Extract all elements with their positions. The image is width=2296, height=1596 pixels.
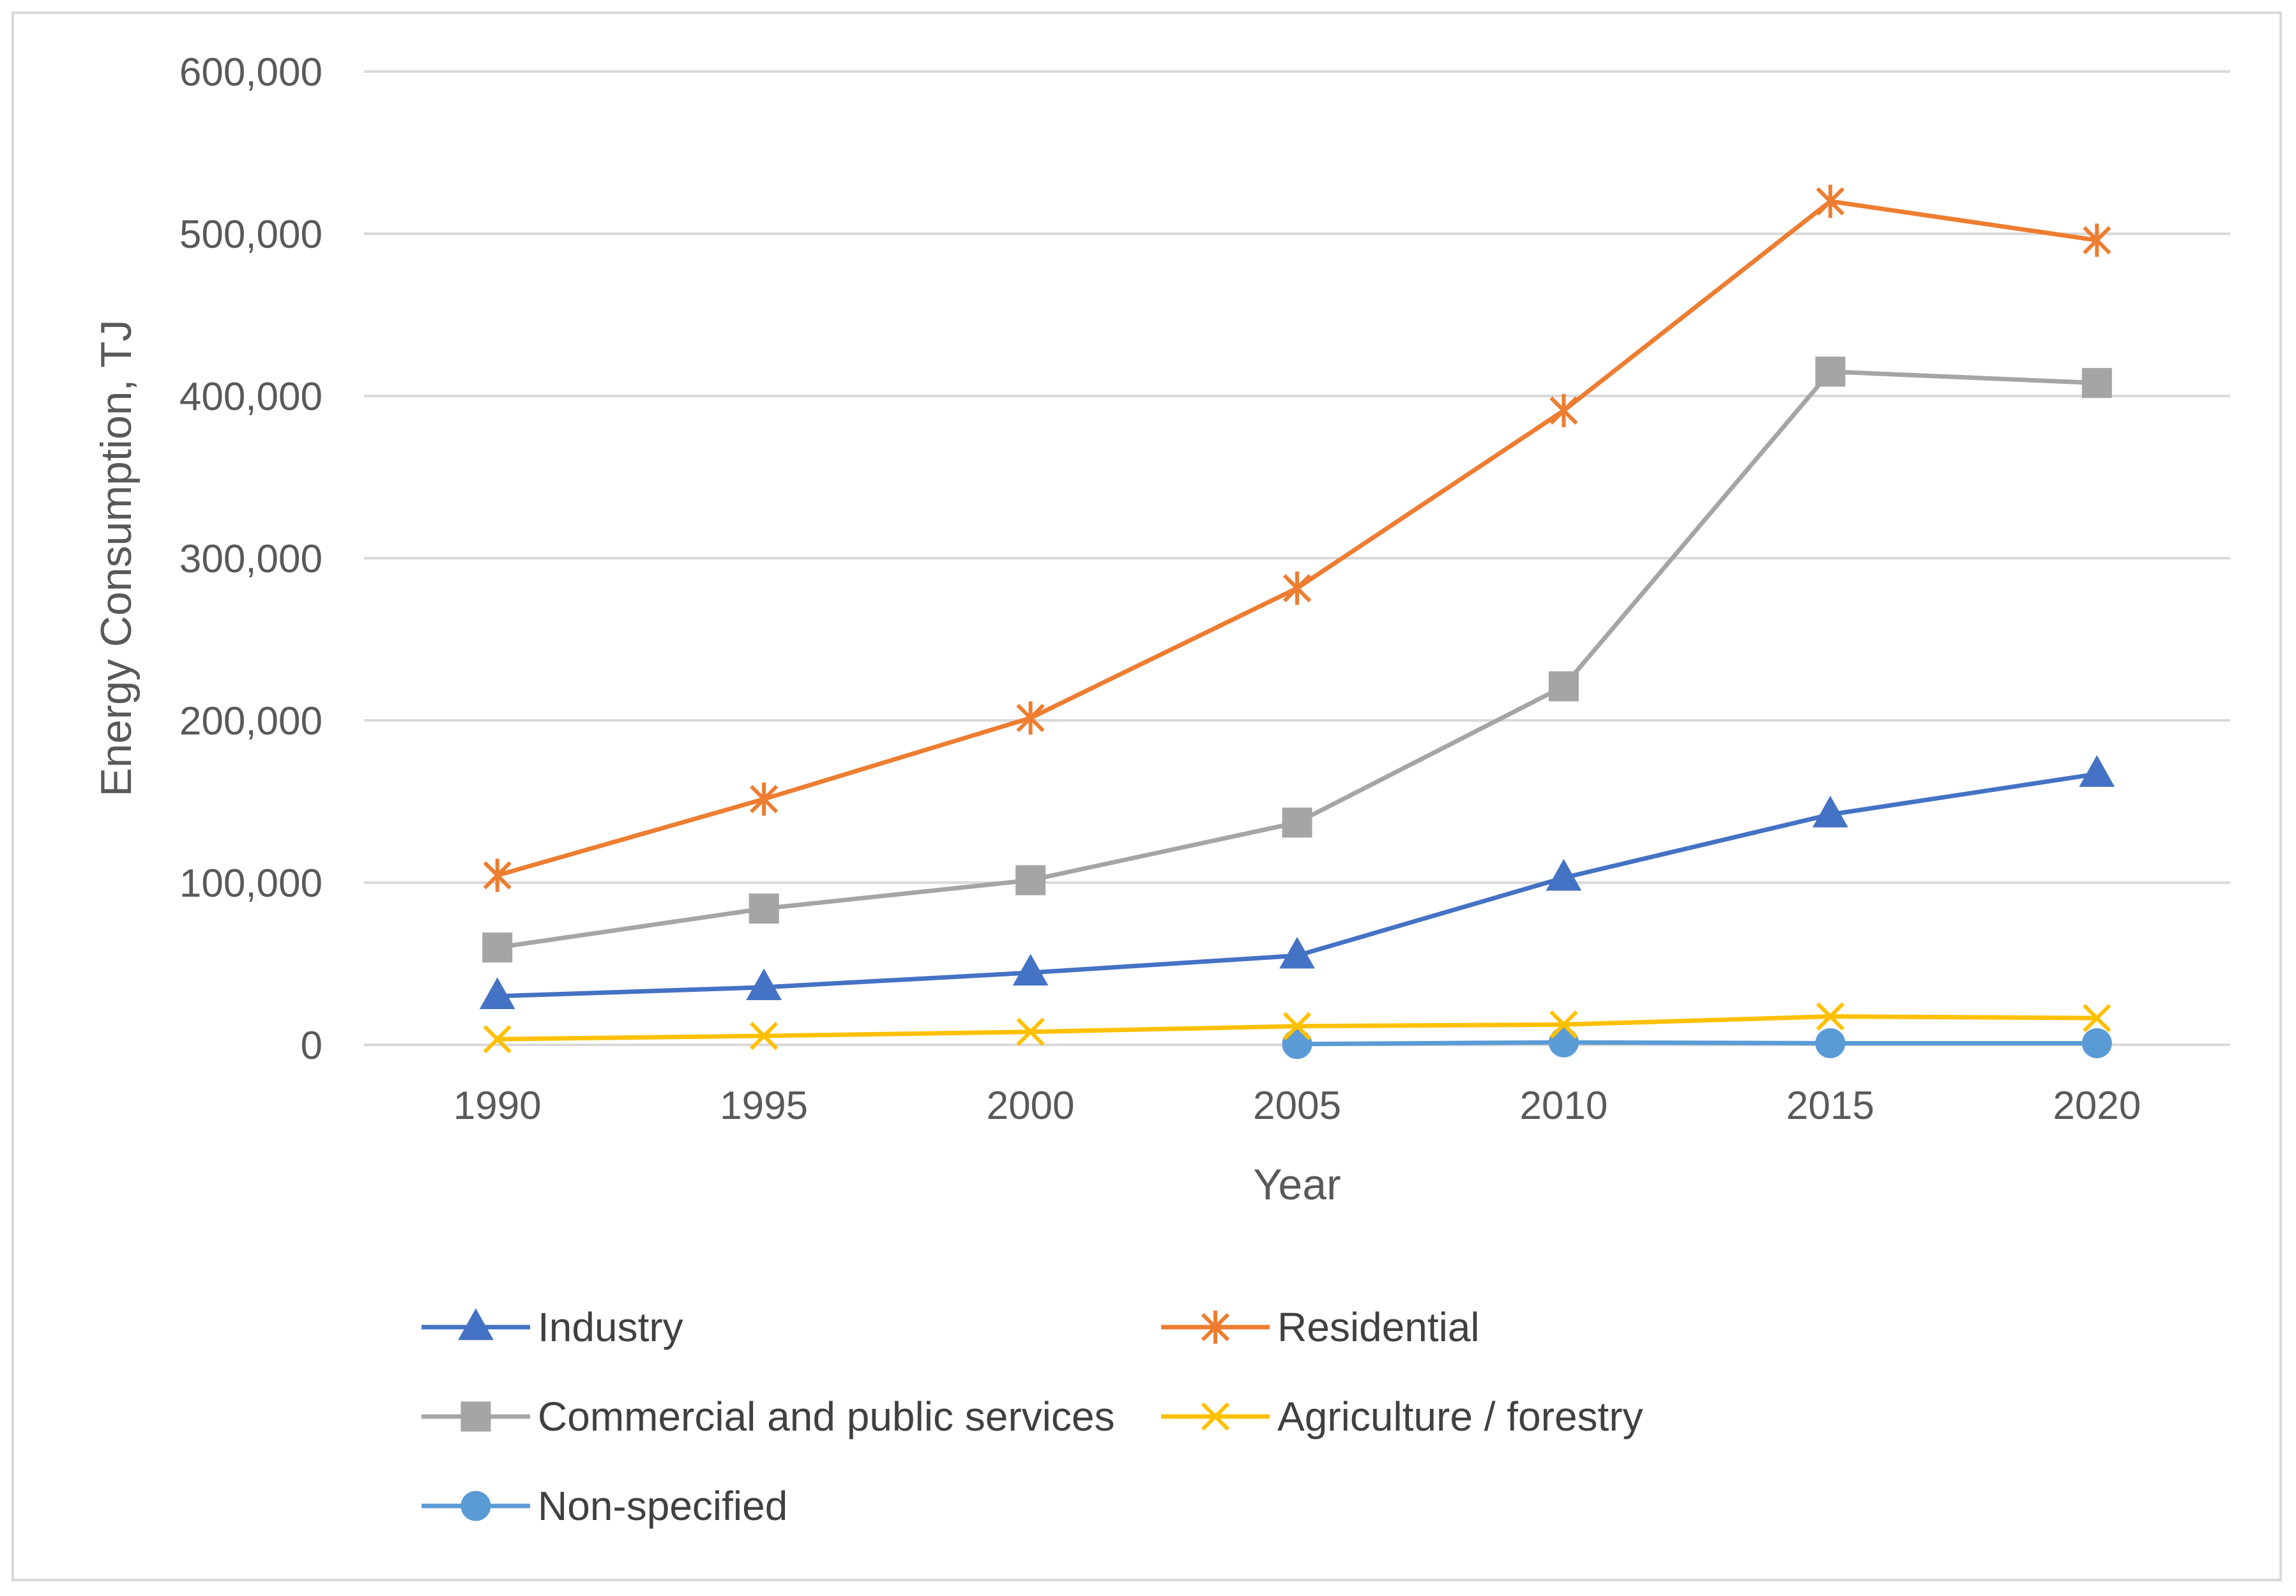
legend-marker-commercial-and-public-services: [460, 1401, 491, 1432]
data-point-industry: [1279, 936, 1315, 969]
data-point-agriculture-forestry: [1282, 1012, 1312, 1040]
data-point-commercial-and-public-services: [1548, 671, 1579, 702]
data-point-commercial-and-public-services: [482, 932, 513, 963]
y-tick-label: 300,000: [179, 537, 323, 581]
data-point-industry: [2079, 755, 2115, 787]
data-point-residential: [1816, 185, 1844, 218]
data-point-residential: [1282, 571, 1312, 605]
data-point-residential: [2083, 224, 2111, 257]
x-tick-label: 2010: [1519, 1084, 1608, 1128]
x-axis-title: Year: [1253, 1160, 1341, 1209]
legend-label-agriculture-forestry: Agriculture / forestry: [1277, 1394, 1643, 1440]
data-point-commercial-and-public-services: [2081, 368, 2112, 399]
data-point-agriculture-forestry: [2083, 1003, 2111, 1033]
data-point-industry: [1812, 795, 1848, 828]
series-line-non-specified: [1295, 1040, 2099, 1047]
data-point-agriculture-forestry: [1016, 1017, 1045, 1046]
data-point-agriculture-forestry: [1549, 1010, 1578, 1039]
data-point-commercial-and-public-services: [1282, 807, 1312, 838]
legend-marker-residential: [1201, 1311, 1230, 1344]
x-axis-ticks: 1990 1995 2000 2005 2010 2015 2020: [453, 1084, 2141, 1128]
x-tick-label: 2005: [1253, 1084, 1341, 1128]
data-point-residential: [483, 858, 512, 892]
data-point-residential: [1016, 701, 1045, 735]
y-axis-title: Energy Consumption, TJ: [92, 319, 141, 796]
data-point-non-specified: [1548, 1027, 1579, 1058]
legend-label-industry: Industry: [538, 1304, 683, 1350]
data-point-commercial-and-public-services: [1815, 356, 1846, 387]
data-point-non-specified: [1282, 1029, 1312, 1060]
y-tick-label: 600,000: [179, 50, 323, 95]
chart-frame: [11, 11, 2282, 1581]
legend: Industry Residential Commercial and public…: [422, 1304, 1643, 1529]
data-point-agriculture-forestry: [750, 1021, 779, 1051]
x-tick-label: 2020: [2053, 1084, 2141, 1128]
data-point-non-specified: [2081, 1028, 2112, 1058]
legend-label-non-specified: Non-specified: [538, 1483, 787, 1529]
y-tick-label: 500,000: [179, 213, 323, 257]
x-tick-label: 2015: [1786, 1084, 1874, 1128]
data-point-industry: [1546, 858, 1582, 891]
data-point-residential: [1549, 393, 1578, 427]
y-tick-label: 400,000: [179, 375, 323, 419]
data-point-agriculture-forestry: [483, 1024, 512, 1054]
legend-marker-industry: [458, 1308, 494, 1341]
y-tick-label: 200,000: [179, 699, 323, 743]
legend-label-residential: Residential: [1277, 1304, 1480, 1350]
x-tick-label: 1990: [453, 1084, 542, 1128]
x-tick-label: 1995: [720, 1084, 808, 1128]
data-point-industry: [746, 968, 782, 1001]
y-tick-label: 100,000: [179, 862, 323, 906]
data-point-commercial-and-public-services: [1015, 865, 1046, 895]
series-lines: [479, 185, 2115, 1060]
data-point-commercial-and-public-services: [749, 893, 779, 924]
data-point-agriculture-forestry: [1816, 1002, 1844, 1031]
legend-marker-non-specified: [460, 1491, 491, 1521]
data-point-industry: [1012, 954, 1049, 986]
y-axis-ticks: 0 100,000 200,000 300,000 400,000 500,000 600,…: [179, 50, 323, 1068]
legend-label-commercial-and-public-services: Commercial and public services: [538, 1394, 1114, 1440]
series-line-commercial-and-public-services: [495, 369, 2099, 950]
data-point-industry: [479, 977, 515, 1009]
data-point-residential: [750, 782, 779, 816]
series-line-residential: [495, 199, 2099, 878]
data-point-non-specified: [1815, 1028, 1846, 1058]
legend-marker-agriculture-forestry: [1201, 1402, 1230, 1431]
x-tick-label: 2000: [987, 1084, 1075, 1128]
y-tick-label: 0: [301, 1024, 323, 1068]
